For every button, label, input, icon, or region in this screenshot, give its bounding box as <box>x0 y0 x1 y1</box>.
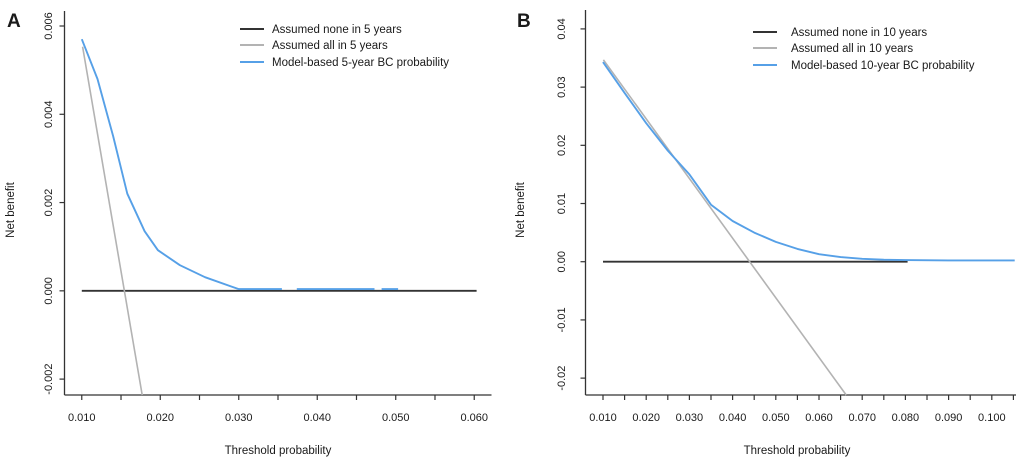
panel-label: A <box>7 11 21 32</box>
x-tick-label: 0.060 <box>460 412 488 424</box>
x-tick-label: 0.090 <box>935 412 963 424</box>
x-tick-label: 0.040 <box>719 412 747 424</box>
x-tick-label: 0.010 <box>68 412 96 424</box>
y-tick-label: 0.02 <box>556 135 568 156</box>
series-line-1 <box>602 59 847 396</box>
x-tick-label: 0.100 <box>978 412 1006 424</box>
y-axis-title: Net benefit <box>5 181 17 237</box>
panel-label: B <box>517 11 531 32</box>
x-axis-title: Threshold probability <box>225 445 332 457</box>
x-tick-label: 0.070 <box>848 412 876 424</box>
x-tick-label: 0.020 <box>632 412 660 424</box>
x-tick-label: 0.030 <box>225 412 253 424</box>
series-line-1 <box>81 46 143 396</box>
panel-a-chart: 0.010 0.020 0.030 0.040 0.050 0.060 -0.002 0.00… <box>5 11 492 457</box>
y-tick-label: 0.00 <box>556 251 568 272</box>
x-tick-label: 0.050 <box>762 412 790 424</box>
series-line-2 <box>80 38 282 291</box>
y-tick-label: -0.01 <box>556 307 568 332</box>
y-tick-label: 0.006 <box>43 12 55 40</box>
x-tick-label: 0.040 <box>303 412 331 424</box>
y-tick-label: 0.004 <box>43 101 55 129</box>
series-line-2 <box>602 61 1015 262</box>
y-tick-label: -0.02 <box>556 366 568 391</box>
y-tick-label: 0.000 <box>43 277 55 305</box>
y-tick-label: 0.01 <box>556 193 568 214</box>
y-axis-title: Net benefit <box>515 181 527 237</box>
legend-label: Assumed none in 10 years <box>791 27 927 39</box>
y-tick-label: 0.04 <box>556 18 568 39</box>
y-tick-label: 0.002 <box>43 189 55 217</box>
legend-label: Assumed all in 10 years <box>791 43 913 55</box>
panel-b-chart: 0.010 0.020 0.030 0.040 0.050 0.060 0.070 0.080… <box>515 10 1016 457</box>
y-tick-label: -0.002 <box>43 364 55 395</box>
x-axis-title: Threshold probability <box>744 445 851 457</box>
legend-label: Model-based 5-year BC probability <box>272 57 449 69</box>
x-tick-label: 0.020 <box>146 412 174 424</box>
x-tick-label: 0.010 <box>589 412 617 424</box>
legend-label: Assumed none in 5 years <box>272 24 402 36</box>
legend-label: Model-based 10-year BC probability <box>791 60 975 72</box>
y-tick-label: 0.03 <box>556 76 568 97</box>
x-tick-label: 0.030 <box>676 412 704 424</box>
legend-label: Assumed all in 5 years <box>272 40 388 52</box>
x-tick-label: 0.060 <box>805 412 833 424</box>
x-tick-label: 0.080 <box>892 412 920 424</box>
x-tick-label: 0.050 <box>382 412 410 424</box>
